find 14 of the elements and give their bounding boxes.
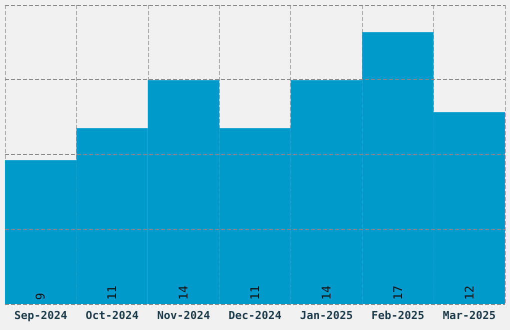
x-tick-label: Dec-2024 [228,309,282,322]
data-label: 17 [390,286,405,300]
x-tick-label: Sep-2024 [14,309,68,322]
x-tick-label: Nov-2024 [157,309,210,322]
x-tick-label: Oct-2024 [86,309,140,322]
data-label: 14 [319,286,334,300]
x-tick-label: Feb-2025 [371,309,424,322]
x-tick-label: Jan-2025 [300,309,353,322]
x-tick-label: Mar-2025 [442,309,496,322]
data-label: 11 [248,286,262,300]
data-label: 12 [462,286,476,300]
data-label: 14 [176,286,191,300]
data-label: 11 [105,286,120,300]
data-label: 9 [34,292,48,300]
